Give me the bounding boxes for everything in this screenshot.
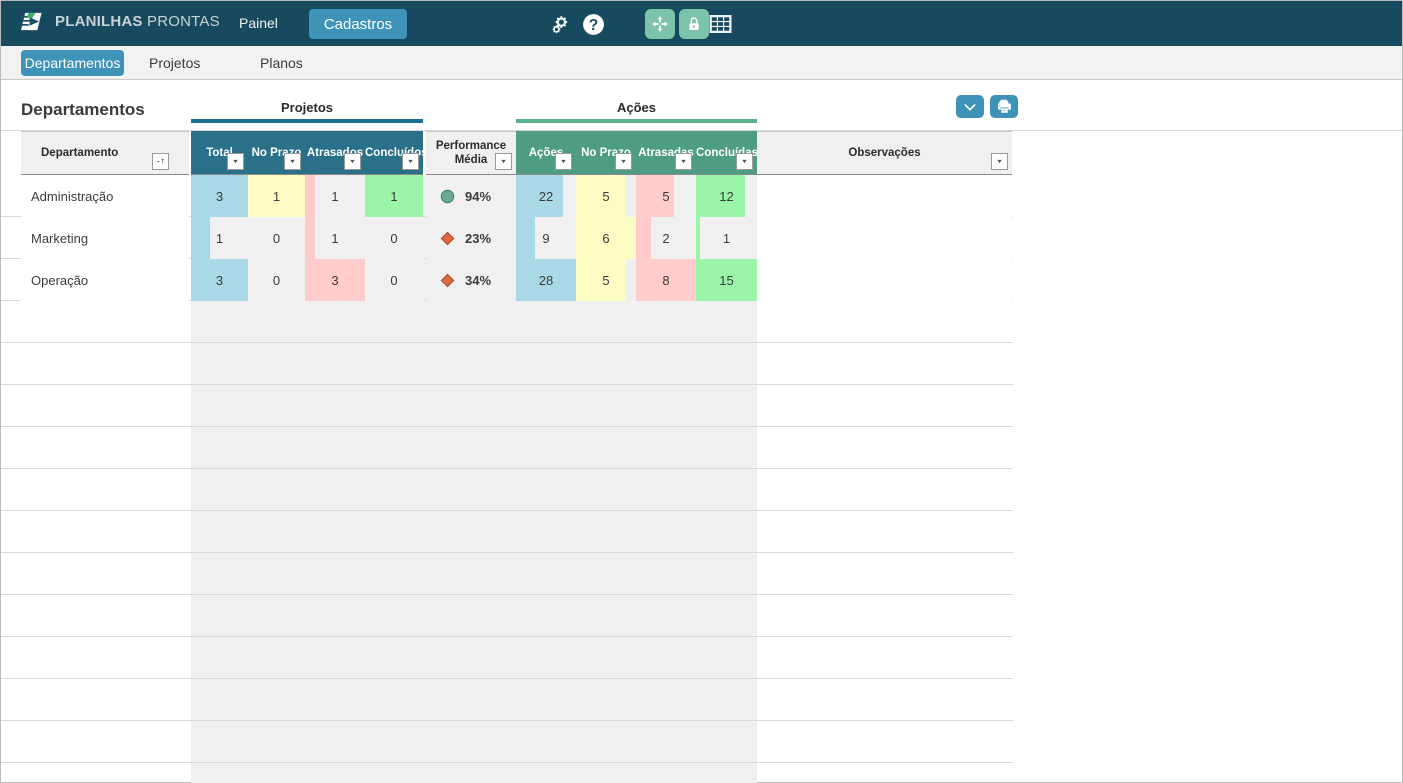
svg-text:?: ? [589,17,599,34]
